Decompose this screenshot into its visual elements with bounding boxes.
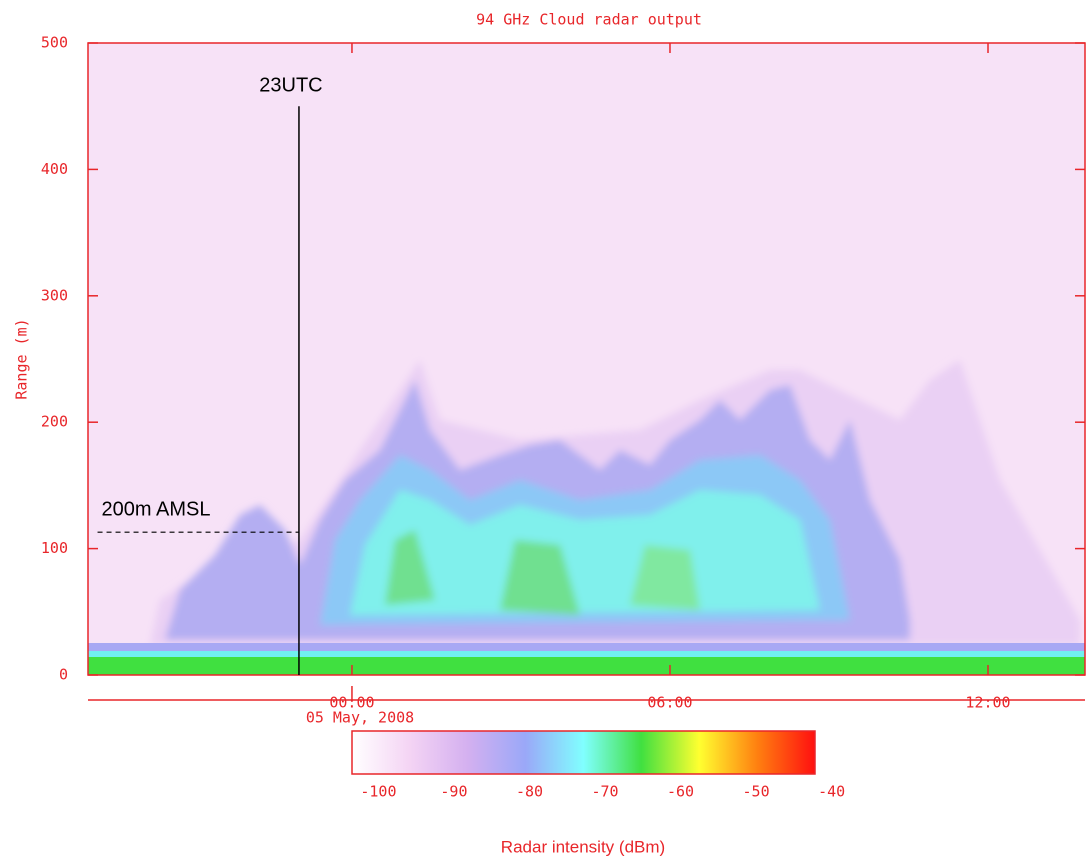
annotation: 200m AMSL <box>102 498 211 520</box>
colorbar-tick-label: -70 <box>591 783 618 801</box>
chart-title: 94 GHz Cloud radar output <box>476 11 702 29</box>
colorbar-tick-label: -60 <box>667 783 694 801</box>
radar-echo <box>88 43 1085 675</box>
ground-echo <box>88 643 1085 653</box>
y-tick-label: 100 <box>41 539 68 557</box>
colorbar-tick-label: -50 <box>743 783 770 801</box>
echo-inner <box>350 490 820 615</box>
echo-core <box>385 530 435 605</box>
colorbar-tick-label: -90 <box>440 783 467 801</box>
colorbar-tick-label: -80 <box>516 783 543 801</box>
y-tick-label: 200 <box>41 413 68 431</box>
x-tick-label: 06:00 <box>647 694 692 712</box>
y-tick-label: 300 <box>41 286 68 304</box>
colorbar-tick-label: -100 <box>360 783 396 801</box>
echo-core <box>500 540 580 615</box>
y-axis-label: Range (m) <box>13 318 31 399</box>
x-tick-label: 12:00 <box>965 694 1010 712</box>
date-label: 05 May, 2008 <box>306 709 414 727</box>
y-tick-label: 400 <box>41 160 68 178</box>
echo-core <box>630 545 700 610</box>
annotation: 23UTC <box>259 74 322 96</box>
colorbar-tick-label: -40 <box>818 783 845 801</box>
plot-frame <box>87 42 1086 676</box>
colorbar <box>351 730 816 775</box>
y-tick-label: 0 <box>59 666 68 684</box>
y-tick-label: 500 <box>41 34 68 52</box>
x-tick-label: 00:00 <box>329 694 374 712</box>
ground-echo <box>88 657 1085 675</box>
ground-echo <box>88 651 1085 657</box>
colorbar-label: Radar intensity (dBm) <box>501 837 665 856</box>
